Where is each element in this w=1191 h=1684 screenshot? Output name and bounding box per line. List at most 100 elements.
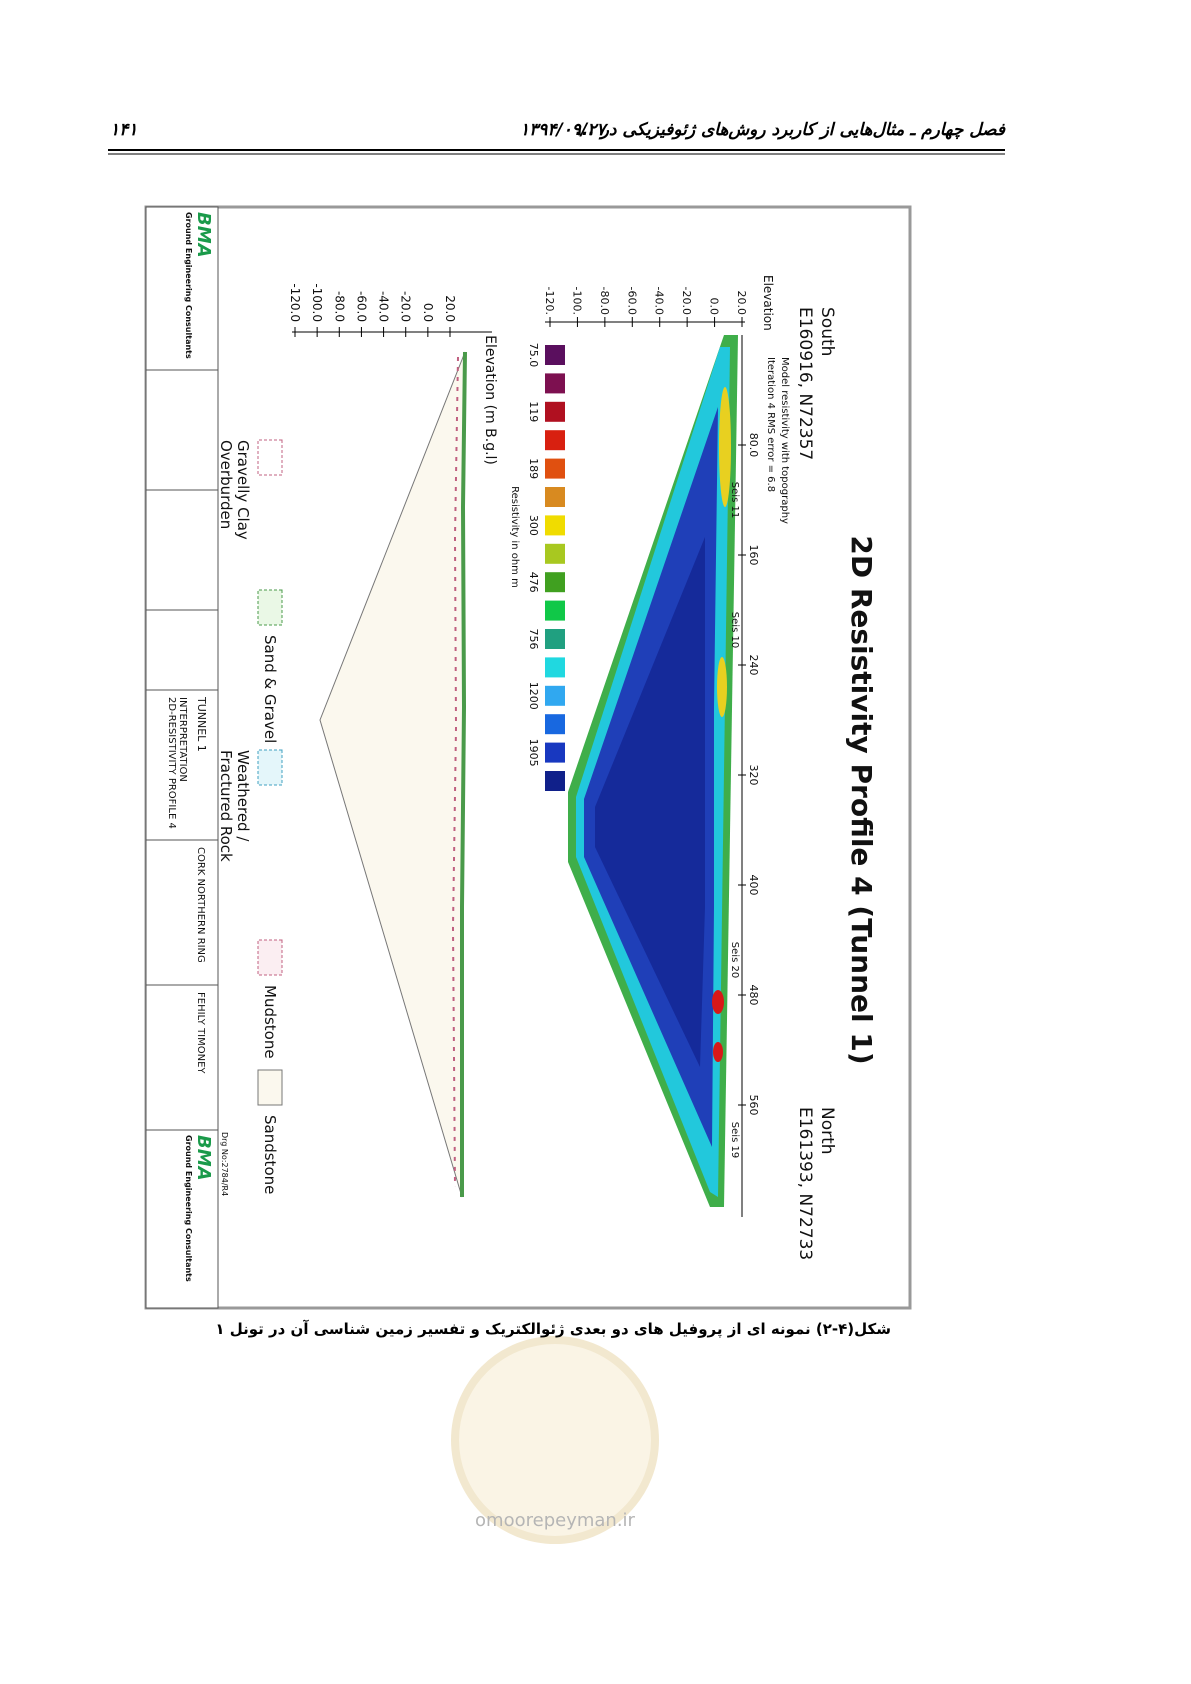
elevation-label: Elevation	[761, 275, 775, 331]
drawing-subtitle: INTERPRETATION	[177, 697, 188, 782]
y-tick-label: -120.0	[288, 283, 302, 322]
watermark: omoorepeyman.ir	[475, 1510, 635, 1531]
overburden-band	[451, 356, 459, 1188]
client-name: FEHILY TIMONEY	[195, 992, 206, 1074]
y-tick-label: 0.0	[421, 303, 435, 322]
start-label: South	[817, 307, 837, 356]
legend-label: Fractured Rock	[217, 750, 235, 862]
x-tick-label: 320	[747, 765, 760, 786]
watermark-logo	[451, 1336, 659, 1544]
scale-swatch	[545, 430, 565, 451]
x-tick-label: 240	[747, 655, 760, 676]
legend-swatch	[257, 939, 283, 976]
section-deep	[595, 537, 705, 1067]
legend-label: Weathered /	[234, 750, 252, 842]
y-tick-label: -60.0	[625, 287, 638, 315]
figure-caption: شکل(۴-۲) نمونه ای از پروفیل های دو بعدی …	[215, 1320, 891, 1338]
scale-swatch	[545, 487, 565, 507]
scale-label: 756	[527, 629, 540, 650]
scale-swatch	[545, 629, 565, 649]
scale-label: 1200	[527, 682, 540, 710]
y-tick-label: 0.0	[708, 298, 721, 316]
scale-label: 1905	[527, 739, 540, 767]
legend-label: Sand & Gravel	[261, 635, 279, 743]
scale-swatch	[545, 458, 565, 479]
drawing-title: TUNNEL 1	[195, 696, 208, 752]
company-logo: BMA	[193, 1135, 214, 1181]
seismic-label: Seis 11	[729, 482, 740, 518]
y-tick-label: -100.0	[310, 283, 324, 322]
scale-title: Resistivity in ohm m	[509, 486, 520, 588]
section-elevation-label: Elevation (m B.g.l)	[482, 335, 498, 465]
seismic-label: Seis 19	[729, 1122, 740, 1158]
company-logo: BMA	[193, 212, 214, 258]
page-number: ۱۴۱	[110, 120, 138, 140]
scale-label: 189	[527, 458, 540, 479]
scale-swatch	[545, 771, 565, 791]
legend-swatch	[257, 589, 283, 626]
figure-frame	[144, 205, 912, 1310]
legend-label: Sandstone	[261, 1115, 279, 1194]
rotated-drawing: 2D Resistivity Profile 4 (Tunnel 1) South…	[145, 206, 878, 1309]
company-name: Ground Engineering Consultants	[184, 212, 193, 359]
end-label: North	[817, 1107, 837, 1155]
y-tick-label: 20.0	[443, 295, 457, 322]
legend-label: Overburden	[217, 440, 235, 529]
scale-label: 75.0	[527, 343, 540, 368]
scale-swatch	[545, 742, 565, 763]
legend-swatch	[257, 439, 283, 476]
y-tick-label: -100.	[570, 287, 583, 315]
scale-swatch	[545, 373, 565, 394]
x-tick-label: 160	[747, 545, 760, 566]
y-tick-label: -20.0	[680, 287, 693, 315]
x-tick-label: 480	[747, 985, 760, 1006]
y-tick-label: -80.0	[332, 291, 346, 322]
scale-swatch	[545, 657, 565, 678]
scale-swatch	[545, 600, 565, 621]
company-name: Ground Engineering Consultants	[184, 1135, 193, 1282]
scale-swatch	[545, 401, 565, 422]
scale-swatch	[545, 345, 565, 365]
y-tick-label: -40.0	[653, 287, 666, 315]
legend-swatch	[257, 1069, 283, 1106]
date: ۱۳۹۴/۰۹/۲۷	[520, 120, 606, 140]
scale-swatch	[545, 714, 565, 735]
end-coords: E161393, N72733	[795, 1107, 815, 1260]
iteration-note: Iteration 4 RMS error = 6.8	[765, 357, 776, 492]
scale-label: 300	[527, 515, 540, 536]
title-block-dividers	[146, 369, 218, 1131]
y-tick-label: -120.	[543, 287, 556, 315]
model-note: Model resistivity with topography	[779, 357, 790, 524]
x-tick-label: 400	[747, 875, 760, 896]
x-tick-label: 80.0	[747, 433, 760, 458]
seismic-label: Seis 10	[729, 612, 740, 648]
y-tick-label: -60.0	[354, 291, 368, 322]
start-coords: E160916, N72357	[795, 307, 815, 460]
drawing-number: Drg No:2784/R4	[220, 1132, 229, 1196]
anomaly	[712, 990, 724, 1014]
scale-swatch	[545, 572, 565, 593]
legend-swatch	[257, 749, 283, 786]
legend-label: Mudstone	[261, 985, 279, 1059]
scale-label: 476	[527, 572, 540, 593]
legend-label: Gravelly Clay	[234, 440, 252, 540]
job-name: CORK NORTHERN RING	[195, 847, 206, 963]
scale-swatch	[545, 685, 565, 706]
seismic-label: Seis 20	[729, 942, 740, 978]
scale-swatch	[545, 515, 565, 536]
scale-label: 119	[527, 401, 540, 422]
drawing-subtitle: 2D-RESISTIVITY PROFILE 4	[166, 697, 177, 829]
y-tick-label: -40.0	[377, 291, 391, 322]
anomaly	[713, 1042, 723, 1062]
title-block	[145, 206, 219, 1309]
chapter-title: فصل چهارم ـ مثال‌هایی از کاربرد روش‌های …	[575, 120, 1005, 140]
scale-swatch	[545, 543, 565, 564]
y-tick-label: -20.0	[399, 291, 413, 322]
figure-title: 2D Resistivity Profile 4 (Tunnel 1)	[845, 535, 878, 1064]
anomaly	[719, 387, 731, 507]
y-tick-label: -80.0	[598, 287, 611, 315]
y-tick-label: 20.0	[735, 291, 748, 316]
gravel-band	[460, 351, 467, 1197]
